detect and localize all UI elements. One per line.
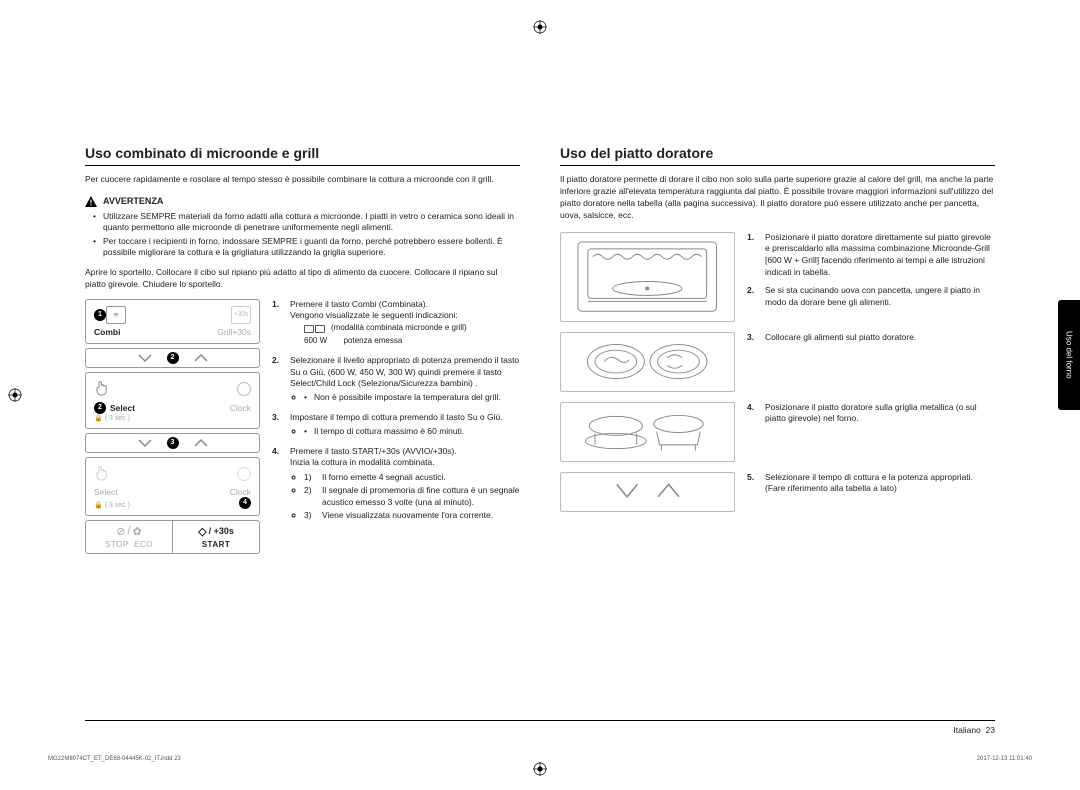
step-text: Se si sta cucinando uova con pancetta, u… — [765, 285, 995, 309]
panel-start: ⊘ / ✿ STOP ECO ◇/ +30s START — [85, 520, 260, 554]
svg-text:!: ! — [90, 198, 93, 207]
right-step: 4.Posizionare il piatto doratore sulla g… — [747, 402, 995, 426]
stop-eco-half: ⊘ / ✿ STOP ECO — [85, 520, 172, 554]
step-after: Vengono visualizzate le seguenti indicaz… — [290, 310, 458, 320]
illus-oven — [560, 232, 735, 322]
lock-label-grey: 🔒 ( 3 sec ) — [94, 501, 130, 509]
step-item: 1. Premere il tasto Combi (Combinata). V… — [272, 299, 520, 350]
clock-label: Clock — [230, 403, 251, 413]
right-step: 2.Se si sta cucinando uova con pancetta,… — [747, 285, 995, 309]
warning-item: Per toccare i recipienti in forno, indos… — [103, 236, 520, 259]
clock-icon — [237, 382, 251, 396]
mode-icons — [304, 325, 325, 333]
left-steps: 1. Premere il tasto Combi (Combinata). V… — [272, 299, 520, 554]
step-text: Selezionare il livello appropriato di po… — [290, 355, 519, 388]
illus-plates-side — [560, 402, 735, 462]
chevron-down-icon — [137, 438, 153, 448]
step-marker-2b: 2 — [94, 402, 106, 414]
step-marker-3: 3 — [167, 437, 179, 449]
sub-item: Non è possibile impostare la temperatura… — [304, 392, 520, 403]
panel-select-grey: Select Clock 🔒 ( 3 sec ) 4 — [85, 457, 260, 516]
illus-chevrons — [560, 472, 735, 512]
right-grid: 1.Posizionare il piatto doratore diretta… — [560, 232, 995, 512]
right-step: 1.Posizionare il piatto doratore diretta… — [747, 232, 995, 280]
step-text: Impostare il tempo di cottura premendo i… — [290, 412, 503, 422]
sub-num-item: 2)Il segnale di promemoria di fine cottu… — [304, 485, 520, 508]
sub-item: Il tempo di cottura massimo è 60 minuti. — [304, 426, 503, 437]
chev-block-2: 3 — [85, 433, 260, 453]
indic-text: (modalità combinata microonde e grill) — [331, 323, 467, 334]
warning-row: ! AVVERTENZA — [85, 196, 520, 207]
footer-page: 23 — [986, 725, 995, 735]
chev-block-1: 2 — [85, 348, 260, 368]
right-title: Uso del piatto doratore — [560, 145, 995, 166]
panel-combi: 1 ≋ +30s Combi Grill+30s — [85, 299, 260, 344]
warning-item: Utilizzare SEMPRE materiali da forno ada… — [103, 211, 520, 234]
right-step: 5.Selezionare il tempo di cottura e la p… — [747, 472, 995, 496]
lock-label: 🔒 ( 3 sec ) — [94, 414, 251, 422]
sub-num-item: 1)Il forno emette 4 segnali acustici. — [304, 472, 520, 483]
step-text: Premere il tasto START/+30s (AVVIO/+30s)… — [290, 446, 457, 456]
step-marker-2: 2 — [167, 352, 179, 364]
clock-label-grey: Clock — [230, 487, 251, 497]
step-text: Selezionare il tempo di cottura e la pot… — [765, 472, 995, 496]
wave-icon: ≋ — [106, 306, 126, 324]
left-intro: Per cuocere rapidamente e rosolare al te… — [85, 174, 520, 186]
step-text: Posizionare il piatto doratore sulla gri… — [765, 402, 995, 426]
grill30-label: Grill+30s — [217, 327, 251, 337]
step-after: Inizia la cottura in modalità combinata. — [290, 457, 435, 467]
left-two-col: 1 ≋ +30s Combi Grill+30s 2 — [85, 299, 520, 554]
footer: Italiano 23 — [85, 720, 995, 735]
page: Uso combinato di microonde e grill Per c… — [0, 0, 1080, 790]
open-text: Aprire lo sportello. Collocare il cibo s… — [85, 267, 520, 291]
step-text: Posizionare il piatto doratore direttame… — [765, 232, 995, 280]
footer-lang: Italiano — [953, 725, 980, 735]
meta-right: 2017-12-13 11:01:40 — [977, 756, 1032, 762]
eco-icon: ✿ — [133, 525, 142, 538]
step-item: 4. Premere il tasto START/+30s (AVVIO/+3… — [272, 446, 520, 524]
step-marker-1: 1 — [94, 309, 106, 321]
combi-label: Combi — [94, 327, 120, 337]
indic-text: potenza emessa — [344, 336, 403, 347]
chevron-down-icon — [137, 353, 153, 363]
chevron-up-icon — [193, 438, 209, 448]
hand-icon — [94, 379, 110, 399]
step-marker-4: 4 — [239, 497, 251, 509]
start-half: ◇/ +30s START — [172, 520, 260, 554]
step-text: Premere il tasto Combi (Combinata). — [290, 299, 428, 309]
panel-stack: 1 ≋ +30s Combi Grill+30s 2 — [85, 299, 260, 554]
step-text: Collocare gli alimenti sul piatto dorato… — [765, 332, 916, 344]
left-column: Uso combinato di microonde e grill Per c… — [85, 145, 520, 750]
meta-left: MG22M8074CT_ET_DE68-04445K-02_IT.indd 23 — [48, 756, 181, 762]
sub-num-item: 3)Viene visualizzata nuovamente l'ora co… — [304, 510, 520, 521]
warning-icon: ! — [85, 196, 97, 207]
warning-label: AVVERTENZA — [103, 196, 163, 206]
right-column: Uso del piatto doratore Il piatto dorato… — [560, 145, 995, 750]
select-label-grey: Select — [94, 487, 118, 497]
stop-icon: ⊘ — [116, 525, 125, 538]
step-item: 3. Impostare il tempo di cottura premend… — [272, 412, 520, 440]
start-icon: ◇ — [198, 525, 206, 538]
panel-select: 2 Select Clock 🔒 ( 3 sec ) — [85, 372, 260, 429]
warning-list: Utilizzare SEMPRE materiali da forno ada… — [85, 211, 520, 259]
clock-icon — [237, 467, 251, 481]
step-item: 2. Selezionare il livello appropriato di… — [272, 355, 520, 406]
hand-icon — [94, 464, 110, 484]
right-step: 3.Collocare gli alimenti sul piatto dora… — [747, 332, 995, 344]
select-label: Select — [110, 403, 135, 413]
illus-plates-top — [560, 332, 735, 392]
grill-icon: +30s — [231, 306, 251, 324]
right-intro: Il piatto doratore permette di dorare il… — [560, 174, 995, 222]
left-title: Uso combinato di microonde e grill — [85, 145, 520, 166]
chevron-up-icon — [193, 353, 209, 363]
indic-power: 600 W — [304, 336, 327, 347]
